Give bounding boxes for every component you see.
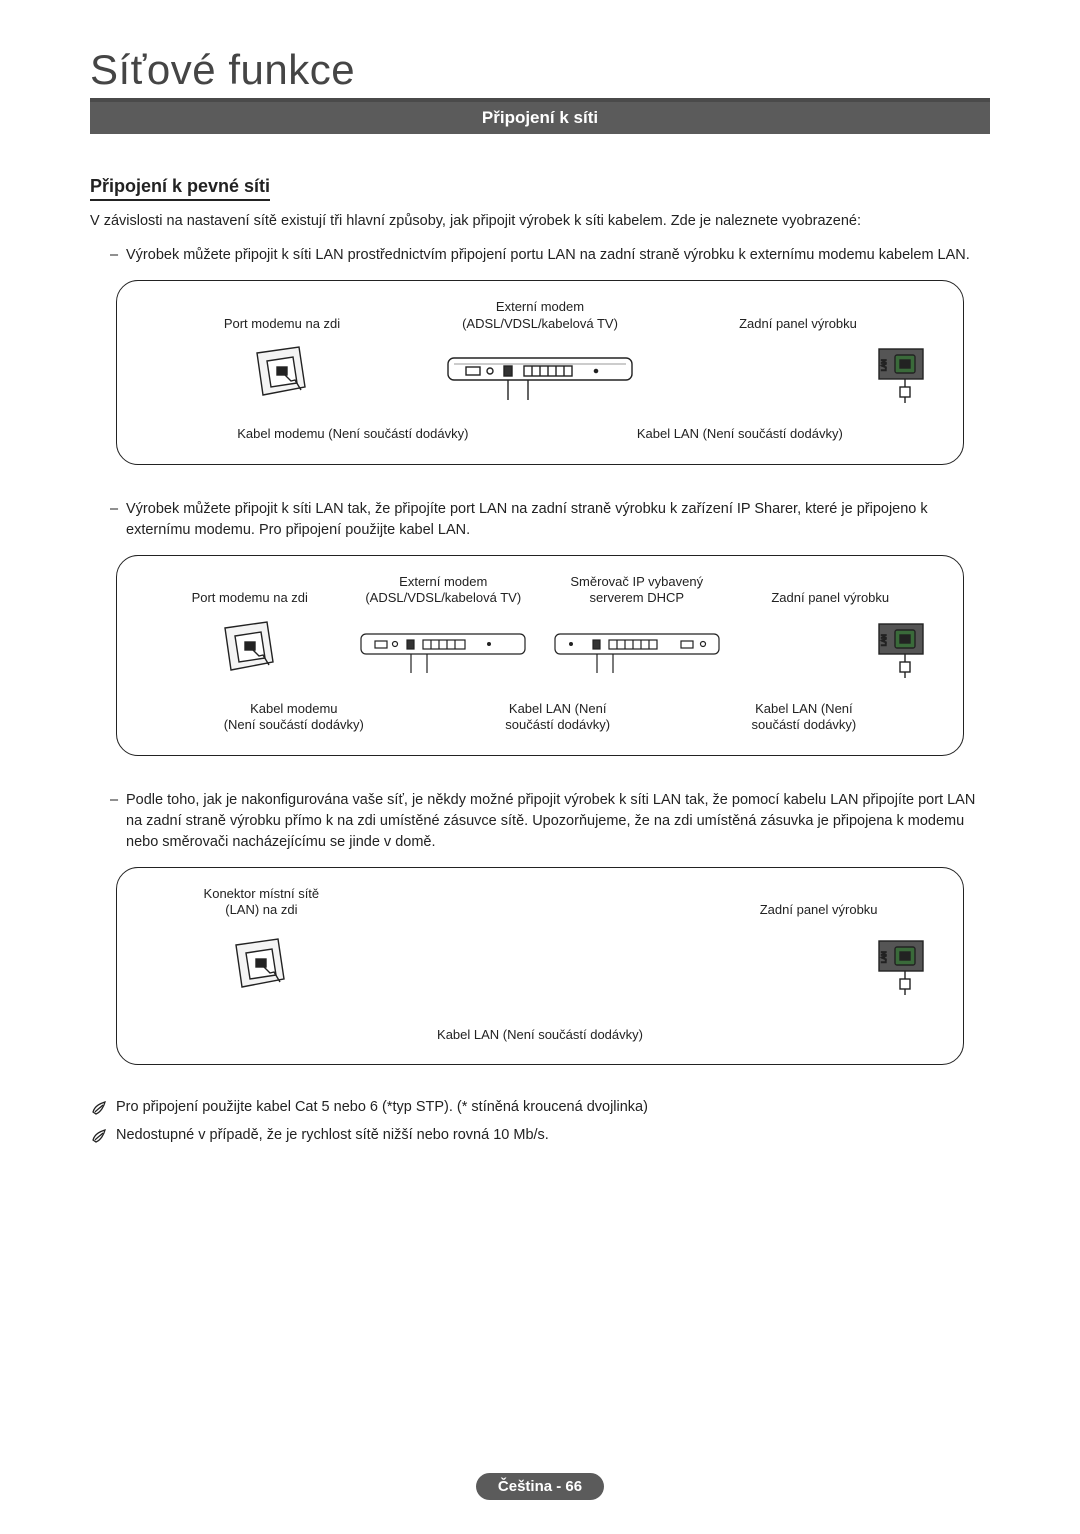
lan-port-label: LAN	[882, 634, 888, 646]
note-text: Nedostupné v případě, že je rychlost sít…	[116, 1127, 549, 1143]
section-banner: Připojení k síti	[90, 102, 990, 134]
product-backpanel-icon: LAN	[873, 622, 927, 672]
dash-icon: –	[110, 499, 126, 541]
footer-lang: Čeština	[498, 1478, 552, 1495]
modem-icon	[359, 631, 527, 663]
wall-port-icon	[255, 345, 309, 399]
diagram-label: Směrovač IP vybavenýserverem DHCP	[540, 574, 734, 607]
wall-port-icon	[223, 620, 277, 674]
cable-label: Kabel modemu(Není součástí dodávky)	[224, 701, 364, 734]
diagram-label: Port modemu na zdi	[153, 316, 411, 332]
cable-label: Kabel LAN (Nenísoučástí dodávky)	[751, 701, 856, 734]
product-backpanel-icon: LAN	[873, 347, 927, 397]
modem-icon	[446, 354, 634, 390]
diagram-label: Zadní panel výrobku	[734, 590, 928, 606]
diagram-label: Externí modem(ADSL/VDSL/kabelová TV)	[411, 299, 669, 332]
footer-sep: -	[552, 1478, 565, 1495]
wall-port-icon	[234, 937, 288, 991]
lan-port-label: LAN	[882, 359, 888, 371]
diagram-label: Konektor místní sítě(LAN) na zdi	[153, 886, 370, 919]
bullet-text: Výrobek můžete připojit k síti LAN prost…	[126, 245, 990, 266]
note-item: Nedostupné v případě, že je rychlost sít…	[90, 1127, 990, 1145]
bullet-text: Podle toho, jak je nakonfigurována vaše …	[126, 790, 990, 853]
product-backpanel-icon: LAN	[873, 939, 927, 989]
cable-label: Kabel LAN (Není součástí dodávky)	[637, 426, 843, 442]
note-text: Pro připojení použijte kabel Cat 5 nebo …	[116, 1099, 648, 1115]
chapter-title: Síťové funkce	[90, 46, 990, 94]
diagram-2: Port modemu na zdi Externí modem(ADSL/VD…	[116, 555, 964, 756]
diagram-label: Externí modem(ADSL/VDSL/kabelová TV)	[347, 574, 541, 607]
dash-icon: –	[110, 790, 126, 853]
intro-text: V závislosti na nastavení sítě existují …	[90, 211, 990, 231]
note-item: Pro připojení použijte kabel Cat 5 nebo …	[90, 1099, 990, 1117]
router-icon	[553, 631, 721, 663]
diagram-label: Zadní panel výrobku	[710, 902, 927, 918]
lan-port-label: LAN	[882, 951, 888, 963]
page-footer: Čeština - 66	[0, 1473, 1080, 1500]
diagram-label: Zadní panel výrobku	[669, 316, 927, 332]
bullet-item: – Podle toho, jak je nakonfigurována vaš…	[110, 790, 990, 853]
cable-label: Kabel modemu (Není součástí dodávky)	[237, 426, 468, 442]
diagram-label: Port modemu na zdi	[153, 590, 347, 606]
section-heading: Připojení k pevné síti	[90, 176, 270, 201]
diagram-3: Konektor místní sítě(LAN) na zdi Zadní p…	[116, 867, 964, 1065]
bullet-text: Výrobek můžete připojit k síti LAN tak, …	[126, 499, 990, 541]
footer-page: 66	[565, 1478, 582, 1495]
note-icon	[90, 1099, 108, 1117]
note-icon	[90, 1127, 108, 1145]
bullet-item: – Výrobek můžete připojit k síti LAN pro…	[110, 245, 990, 266]
dash-icon: –	[110, 245, 126, 266]
diagram-1: Port modemu na zdi Externí modem(ADSL/VD…	[116, 280, 964, 465]
cable-label: Kabel LAN (Nenísoučástí dodávky)	[505, 701, 610, 734]
bullet-item: – Výrobek můžete připojit k síti LAN tak…	[110, 499, 990, 541]
cable-label: Kabel LAN (Není součástí dodávky)	[153, 1027, 927, 1042]
